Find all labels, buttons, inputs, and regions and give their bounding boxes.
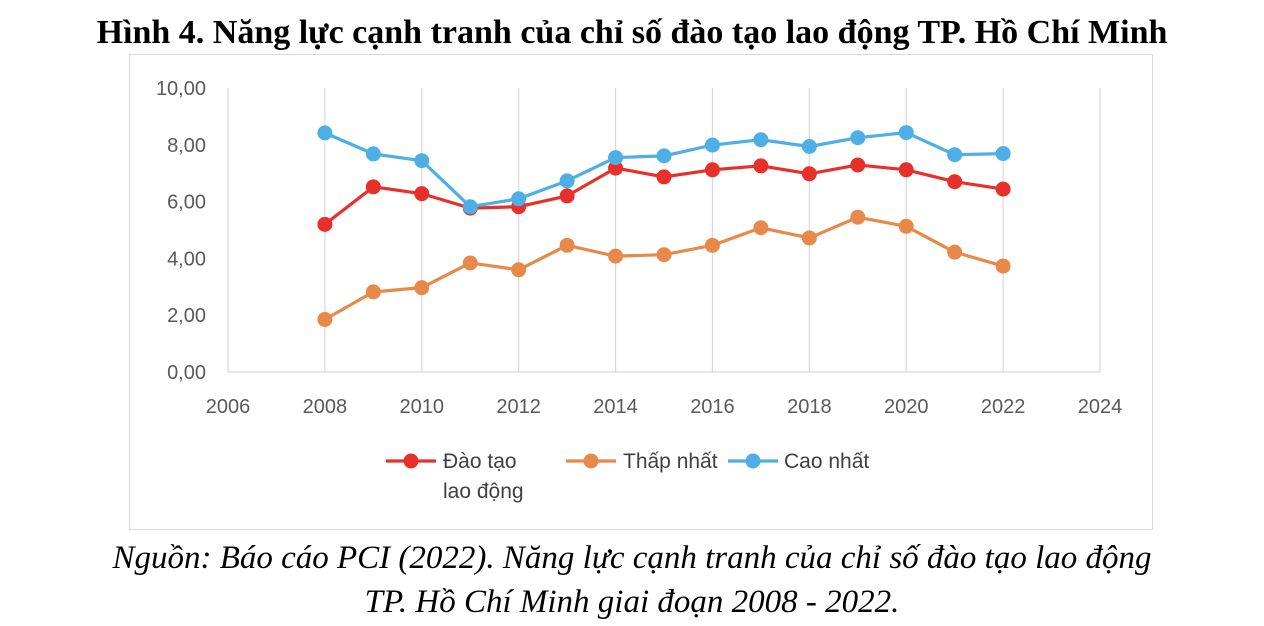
caption-line-1: Nguồn: Báo cáo PCI (2022). Năng lực cạnh… bbox=[112, 540, 1152, 576]
data-point bbox=[850, 157, 866, 173]
data-point bbox=[365, 179, 381, 195]
data-point bbox=[414, 186, 430, 202]
data-point bbox=[704, 137, 720, 153]
data-point bbox=[704, 237, 720, 253]
legend-label: Cao nhất bbox=[784, 450, 869, 473]
series-line bbox=[324, 215, 1004, 321]
legend-label: lao động bbox=[443, 480, 524, 503]
chart-area: 0,00 2,00 4,00 6,00 8,00 10,00 2006 2008 2010 201… bbox=[129, 54, 1153, 530]
data-point bbox=[656, 169, 672, 185]
data-point bbox=[753, 132, 769, 148]
figure-caption: Nguồn: Báo cáo PCI (2022). Năng lực cạnh… bbox=[0, 536, 1264, 624]
data-point bbox=[850, 209, 866, 225]
data-point bbox=[704, 162, 720, 178]
data-point bbox=[317, 311, 333, 327]
data-point bbox=[365, 146, 381, 162]
line-chart: 0,00 2,00 4,00 6,00 8,00 10,00 2006 2008 2010 201… bbox=[156, 78, 1123, 503]
y-tick-label: 6,00 bbox=[167, 192, 206, 214]
data-point bbox=[559, 237, 575, 253]
legend-label: Thấp nhất bbox=[623, 450, 718, 473]
x-tick-label: 2008 bbox=[303, 396, 348, 418]
data-point bbox=[898, 162, 914, 178]
y-tick-label: 2,00 bbox=[167, 305, 206, 327]
data-point bbox=[559, 188, 575, 204]
legend-marker bbox=[403, 453, 419, 469]
data-point bbox=[656, 148, 672, 164]
data-point bbox=[462, 199, 478, 215]
x-tick-label: 2024 bbox=[1078, 396, 1123, 418]
data-point bbox=[850, 130, 866, 146]
data-point bbox=[753, 220, 769, 236]
data-point bbox=[559, 173, 575, 189]
data-point bbox=[656, 247, 672, 263]
legend-marker bbox=[583, 453, 599, 469]
legend-label: Đào tạo bbox=[443, 450, 517, 473]
y-tick-label: 10,00 bbox=[156, 78, 206, 100]
data-point bbox=[753, 158, 769, 174]
data-point bbox=[317, 125, 333, 141]
y-tick-label: 4,00 bbox=[167, 248, 206, 270]
y-tick-label: 0,00 bbox=[167, 362, 206, 384]
x-tick-label: 2022 bbox=[981, 396, 1026, 418]
data-point bbox=[947, 174, 963, 190]
data-point bbox=[801, 230, 817, 246]
data-point bbox=[995, 146, 1011, 162]
legend-marker bbox=[745, 453, 761, 469]
data-point bbox=[414, 280, 430, 296]
data-point bbox=[608, 248, 624, 264]
data-point bbox=[898, 125, 914, 141]
data-point bbox=[511, 191, 527, 207]
x-tick-label: 2018 bbox=[787, 396, 832, 418]
x-tick-label: 2016 bbox=[690, 396, 735, 418]
x-tick-label: 2014 bbox=[593, 396, 638, 418]
x-tick-label: 2012 bbox=[496, 396, 540, 418]
y-tick-label: 8,00 bbox=[167, 135, 206, 157]
data-point bbox=[365, 284, 381, 300]
data-point bbox=[898, 218, 914, 234]
caption-line-2: TP. Hồ Chí Minh giai đoạn 2008 - 2022. bbox=[364, 584, 900, 620]
figure-title: Hình 4. Năng lực cạnh tranh của chỉ số đ… bbox=[96, 14, 1168, 51]
data-point bbox=[317, 216, 333, 232]
data-point bbox=[995, 181, 1011, 197]
data-point bbox=[801, 139, 817, 155]
data-point bbox=[995, 258, 1011, 274]
x-tick-label: 2010 bbox=[400, 396, 445, 418]
data-point bbox=[414, 153, 430, 169]
data-point bbox=[511, 262, 527, 278]
data-point bbox=[608, 150, 624, 166]
data-point bbox=[462, 255, 478, 271]
data-point bbox=[947, 244, 963, 260]
data-point bbox=[608, 160, 624, 176]
data-point bbox=[801, 166, 817, 182]
data-point bbox=[947, 147, 963, 163]
x-tick-label: 2020 bbox=[884, 396, 929, 418]
x-tick-label: 2006 bbox=[206, 396, 251, 418]
